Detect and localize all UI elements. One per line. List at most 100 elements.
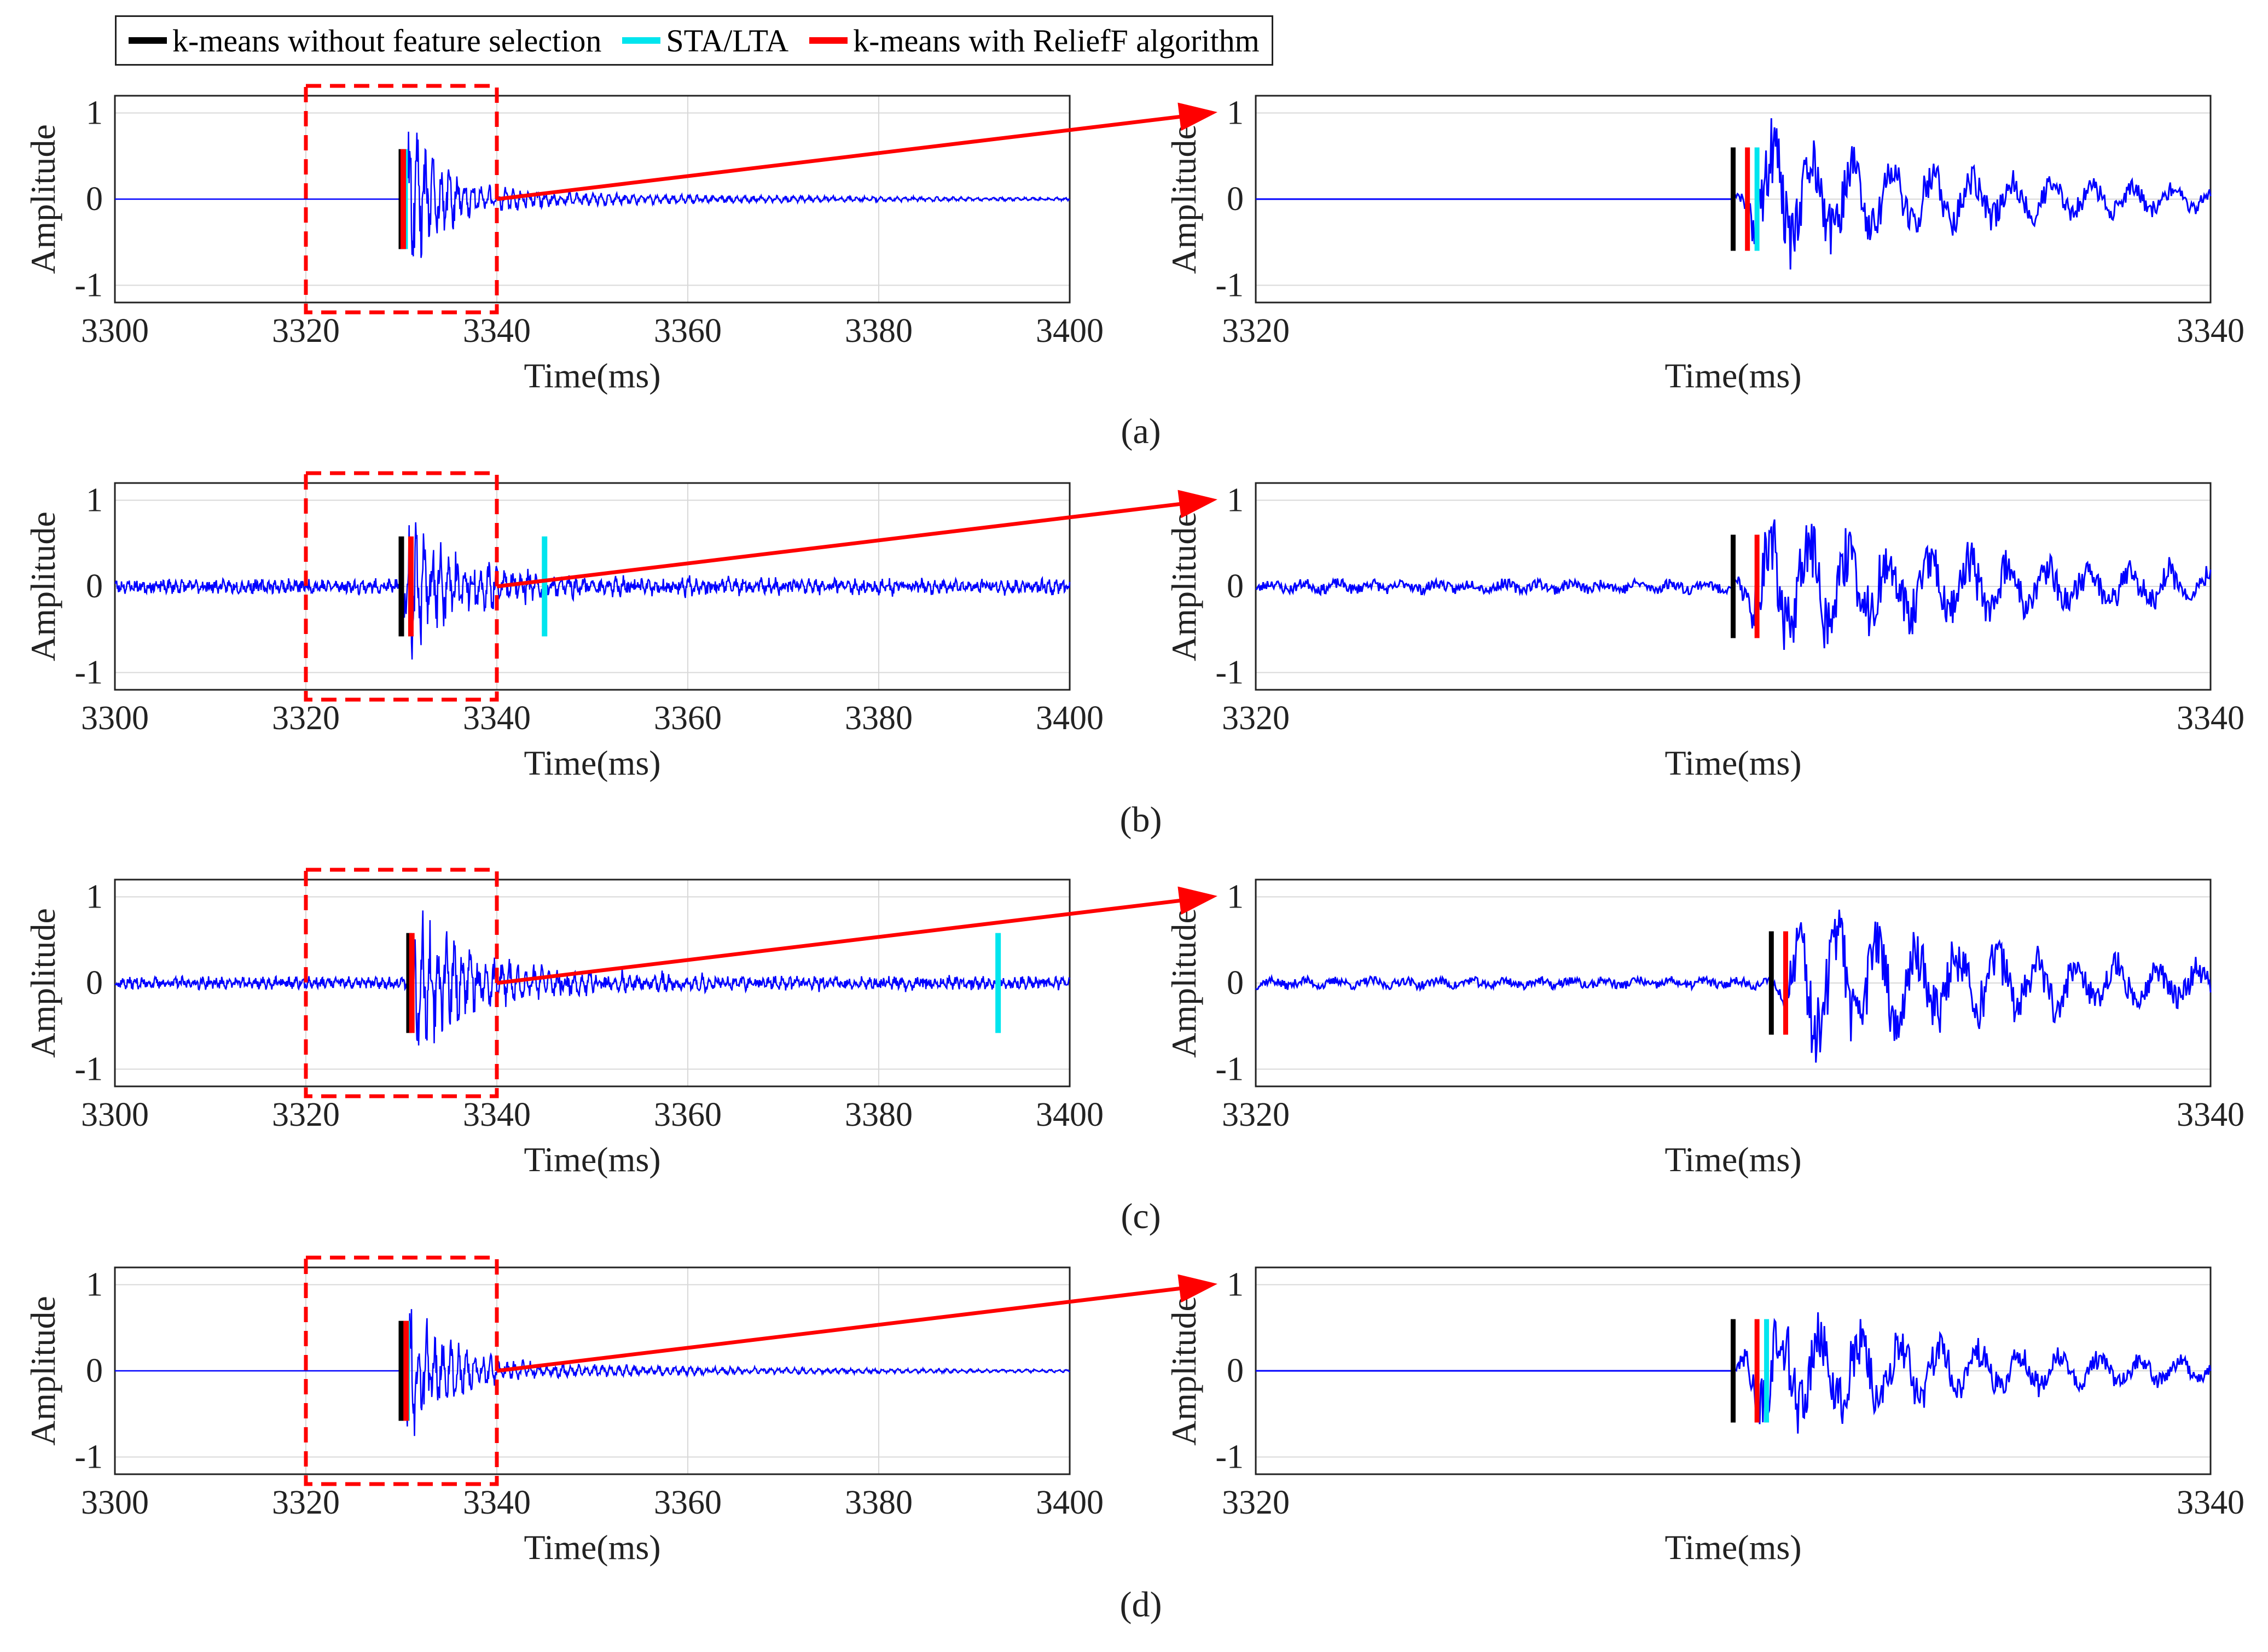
- legend-entry-kmeans: k-means without feature selection: [129, 22, 601, 59]
- panel-a-overview-xtick-label-0: 3300: [81, 312, 149, 350]
- panel-d-overview-ytick-label-0: 1: [86, 1266, 103, 1304]
- panel-a-caption: (a): [1121, 411, 1161, 451]
- legend-swatch-kmeans: [129, 37, 167, 44]
- legend-swatch-relieff: [809, 37, 848, 44]
- panel-a-detail-ylabel: Amplitude: [1164, 124, 1203, 274]
- panel-d-caption: (d): [1120, 1585, 1162, 1625]
- panel-d-overview-xtick-label-5: 3400: [1036, 1484, 1104, 1521]
- panel-b-detail-ylabel: Amplitude: [1164, 511, 1203, 661]
- panel-d-overview-xtick-label-2: 3340: [463, 1484, 531, 1521]
- panel-d-detail-xlabel: Time(ms): [1664, 1528, 1801, 1567]
- panel-c-detail-xtick-label-1: 3340: [2177, 1096, 2244, 1133]
- panel-b-overview-xtick-label-2: 3340: [463, 700, 531, 737]
- panel-c-overview-xtick-label-5: 3400: [1036, 1096, 1104, 1133]
- panel-b-overview-xtick-label-0: 3300: [81, 700, 149, 737]
- panel-a-overview-ytick-label-2: -1: [74, 267, 103, 304]
- panel-b-detail-xtick-label-1: 3340: [2177, 700, 2244, 737]
- panel-c: 3300 3320 3340 3360 3380 3400 1 0 -1 Time(ms) Ampl…: [24, 868, 2244, 1236]
- panel-a-overview-ytick-label-1: 0: [86, 181, 103, 218]
- legend-label-relieff: k-means with ReliefF algorithm: [853, 22, 1260, 59]
- panel-b-overview-xtick-label-4: 3380: [845, 700, 913, 737]
- panel-c-overview-xtick-label-4: 3380: [845, 1096, 913, 1133]
- panel-a-overview-ytick-label-0: 1: [86, 95, 103, 132]
- panel-d-detail-ylabel: Amplitude: [1164, 1296, 1203, 1446]
- panel-a: 3300 3320 3340 3360 3380 3400 1 0 -1 Time(ms) Ampl…: [24, 84, 2244, 451]
- panel-c-detail-ytick-label-2: -1: [1215, 1051, 1244, 1088]
- panel-b-overview-waveform: [114, 522, 1071, 660]
- panel-b-overview-xtick-label-1: 3320: [272, 700, 340, 737]
- panel-c-detail-ylabel: Amplitude: [1164, 908, 1203, 1058]
- panel-c-detail-frame: [1255, 879, 2212, 1087]
- panel-b-detail-ytick-label-2: -1: [1215, 654, 1244, 691]
- panel-b-caption: (b): [1120, 800, 1162, 840]
- panel-c-overview-waveform: [114, 910, 1071, 1046]
- panel-d-overview-xtick-label-1: 3320: [272, 1484, 340, 1521]
- panel-a-detail-xlabel: Time(ms): [1664, 356, 1801, 395]
- panel-b-overview-ytick-label-2: -1: [74, 654, 103, 691]
- panel-c-overview-ytick-label-1: 0: [86, 964, 103, 1002]
- panel-c-overview-xlabel: Time(ms): [524, 1140, 660, 1179]
- panel-a-overview-xtick-label-1: 3320: [272, 312, 340, 350]
- panel-c-overview-xtick-label-0: 3300: [81, 1096, 149, 1133]
- panel-c-overview-xtick-label-1: 3320: [272, 1096, 340, 1133]
- panel-c-detail-ytick-label-0: 1: [1227, 879, 1244, 916]
- panel-d-overview-xtick-label-4: 3380: [845, 1484, 913, 1521]
- panel-a-detail-ytick-label-1: 0: [1227, 181, 1244, 218]
- panel-c-overview-ytick-label-2: -1: [74, 1051, 103, 1088]
- panel-a-zoom-arrowhead: [1177, 102, 1217, 131]
- panel-d-overview-xlabel: Time(ms): [524, 1528, 660, 1567]
- legend: k-means without feature selection STA/LT…: [115, 15, 1273, 66]
- panel-a-zoom-arrow: [496, 113, 1196, 201]
- panel-d-overview-ytick-label-2: -1: [74, 1439, 103, 1476]
- panel-c-overview-ytick-label-0: 1: [86, 879, 103, 916]
- legend-label-kmeans: k-means without feature selection: [172, 22, 602, 59]
- legend-entry-sta-lta: STA/LTA: [622, 22, 788, 59]
- panel-c-overview-frame: [114, 879, 1071, 1087]
- panel-c-overview-xtick-label-3: 3360: [654, 1096, 722, 1133]
- panel-a-overview-xtick-label-3: 3360: [654, 312, 722, 350]
- panel-b-detail-ytick-label-0: 1: [1227, 482, 1244, 519]
- panel-d-detail-ytick-label-1: 0: [1227, 1352, 1244, 1389]
- panel-b-zoom-arrow: [496, 500, 1196, 589]
- panel-d-detail-xtick-label-1: 3340: [2177, 1484, 2244, 1521]
- panel-a-overview-waveform: [115, 131, 1071, 258]
- panel-d-detail-ytick-label-0: 1: [1227, 1266, 1244, 1304]
- panel-a-detail-ytick-label-0: 1: [1227, 95, 1244, 132]
- panel-b-detail-frame: [1255, 482, 2212, 691]
- panel-a-overview-ylabel: Amplitude: [24, 124, 62, 274]
- panel-a-detail-xtick-label-1: 3340: [2177, 312, 2244, 350]
- panel-c-overview-ylabel: Amplitude: [24, 908, 62, 1058]
- panel-d-overview-xtick-label-3: 3360: [654, 1484, 722, 1521]
- panel-b: 3300 3320 3340 3360 3380 3400 1 0 -1 Time(ms) Ampl…: [24, 471, 2244, 840]
- legend-entry-relieff: k-means with ReliefF algorithm: [809, 22, 1260, 59]
- panel-a-overview-xtick-label-2: 3340: [463, 312, 531, 350]
- panel-b-detail-ytick-label-1: 0: [1227, 568, 1244, 605]
- legend-label-sta-lta: STA/LTA: [666, 22, 789, 59]
- panel-b-overview-ytick-label-0: 1: [86, 482, 103, 519]
- panel-d-overview-xtick-label-0: 3300: [81, 1484, 149, 1521]
- panel-d-overview-ytick-label-1: 0: [86, 1352, 103, 1389]
- panel-b-overview-xtick-label-3: 3360: [654, 700, 722, 737]
- panel-c-overview-xtick-label-2: 3340: [463, 1096, 531, 1133]
- panel-d-detail-xtick-label-0: 3320: [1222, 1484, 1290, 1521]
- panel-d-detail-ytick-label-2: -1: [1215, 1439, 1244, 1476]
- panel-b-overview-xtick-label-5: 3400: [1036, 700, 1104, 737]
- panel-d-overview-ylabel: Amplitude: [24, 1296, 62, 1446]
- panel-b-overview-xlabel: Time(ms): [524, 743, 660, 782]
- panel-c-caption: (c): [1121, 1196, 1161, 1236]
- panel-d: 3300 3320 3340 3360 3380 3400 1 0 -1 Time(ms) Ampl…: [24, 1255, 2244, 1625]
- panel-b-overview-ylabel: Amplitude: [24, 511, 62, 661]
- panel-c-zoom-arrow: [496, 897, 1196, 985]
- panel-b-detail-xtick-label-0: 3320: [1222, 700, 1290, 737]
- legend-swatch-sta-lta: [622, 37, 661, 44]
- panel-d-zoom-arrow: [496, 1284, 1196, 1373]
- panel-a-overview-xtick-label-4: 3380: [845, 312, 913, 350]
- panel-c-detail-ytick-label-1: 0: [1227, 964, 1244, 1002]
- panel-c-detail-xtick-label-0: 3320: [1222, 1096, 1290, 1133]
- panel-a-detail-xtick-label-0: 3320: [1222, 312, 1290, 350]
- panel-b-detail-xlabel: Time(ms): [1664, 743, 1801, 782]
- panel-b-zoom-arrowhead: [1177, 490, 1217, 519]
- panel-d-overview-waveform: [115, 1309, 1070, 1436]
- panel-c-detail-xlabel: Time(ms): [1664, 1140, 1801, 1179]
